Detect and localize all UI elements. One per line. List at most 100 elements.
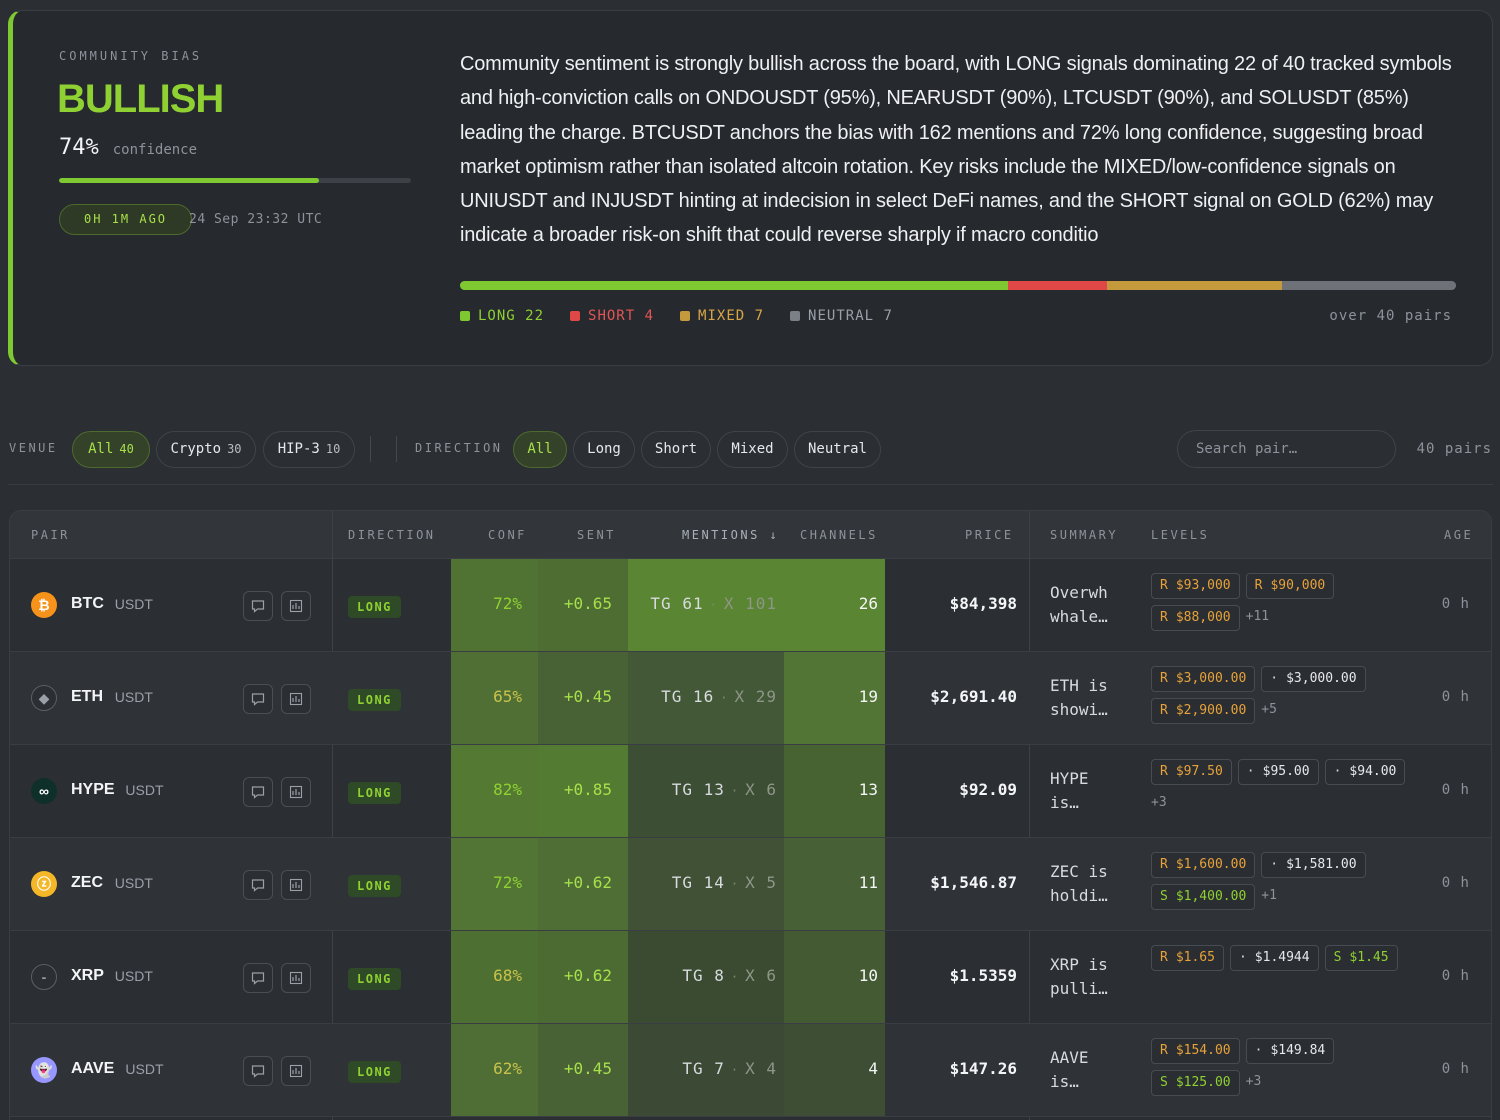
venue-chip-hip3[interactable]: HIP-3 10 [263,431,355,468]
table-header: PAIR DIRECTION CONF SENT MENTIONS ↓ CHAN… [10,511,1491,559]
legend-short: SHORT 4 [570,308,654,324]
chart-icon[interactable] [281,591,311,621]
header-mentions[interactable]: MENTIONS ↓ [682,528,780,542]
summary-line: holdi… [1050,886,1108,905]
chart-icon[interactable] [281,1056,311,1086]
summary-text[interactable]: HYPE is… [1050,767,1140,815]
chart-icon[interactable] [281,777,311,807]
chat-icon[interactable] [243,870,273,900]
direction-chip-short[interactable]: Short [641,431,711,468]
level-chip[interactable]: R $90,000 [1245,573,1335,599]
pair-symbol[interactable]: ZEC [71,874,103,891]
level-chip[interactable]: · $95.00 [1237,759,1319,785]
level-chip[interactable]: R $93,000 [1151,573,1240,599]
level-chip[interactable]: R $88,000 [1151,605,1240,631]
mentions-x: X 4 [745,1059,777,1078]
level-chip[interactable]: S $1.45 [1324,945,1398,971]
level-chip[interactable]: R $1.65 [1151,945,1224,971]
level-chip[interactable]: · $94.00 [1324,759,1406,785]
level-chip[interactable]: R $154.00 [1151,1038,1240,1064]
table-row[interactable]: ∞ HYPE USDT LONG 82% +0.85 TG 13 · X 6 13 $92.09 HY… [10,745,1491,838]
header-sent[interactable]: SENT [577,528,616,542]
channels-heat-cell [784,559,885,651]
header-price[interactable]: PRICE [965,528,1014,542]
summary-text[interactable]: ZEC is holdi… [1050,860,1140,908]
header-conf[interactable]: CONF [488,528,527,542]
pair-symbol[interactable]: XRP [71,967,104,984]
level-chip[interactable]: · $3,000.00 [1261,666,1366,692]
pair-symbol[interactable]: ETH [71,688,103,705]
channels-value: 11 [858,873,878,892]
level-chip[interactable]: R $1,600.00 [1151,852,1256,878]
level-value: $95.00 [1262,764,1310,779]
chat-icon[interactable] [243,963,273,993]
venue-chip-crypto[interactable]: Crypto 30 [156,431,256,468]
mentions-value: TG 61 · X 101 [650,594,777,613]
table-row[interactable]: ₿ BTC USDT LONG 72% +0.65 TG 61 · X 101 26 $84,398… [10,559,1491,652]
legend-short-swatch [570,311,581,321]
summary-text[interactable]: AAVE is… [1050,1046,1140,1094]
chat-icon[interactable] [243,684,273,714]
chart-icon[interactable] [281,963,311,993]
table-row[interactable]: ◆ ETH USDT LONG 65% +0.45 TG 16 · X 29 19 $2,691.4… [10,652,1491,745]
summary-line: HYPE [1050,769,1089,788]
pair-quote: USDT [114,875,153,891]
table-row[interactable]: ⓩ ZEC USDT LONG 72% +0.62 TG 14 · X 5 11 $1,546.87… [10,838,1491,931]
direction-chip-neutral[interactable]: Neutral [794,431,881,468]
sent-value: +0.45 [563,687,612,706]
level-chip[interactable]: R $3,000.00 [1151,666,1256,692]
level-chip[interactable]: S $1,400.00 [1151,884,1256,910]
levels-more[interactable]: +5 [1261,702,1277,717]
direction-chip-all[interactable]: All [513,431,567,468]
summary-text[interactable]: Overwh whale… [1050,581,1140,629]
level-chip[interactable]: S $125.00 [1151,1070,1240,1096]
pair-quote: USDT [114,596,153,612]
sent-value: +0.62 [563,966,612,985]
header-levels[interactable]: LEVELS [1151,528,1210,542]
chat-icon[interactable] [243,777,273,807]
table-row[interactable]: 👻 AAVE USDT LONG 62% +0.45 TG 7 · X 4 4 $147.26 AAV… [10,1024,1491,1117]
search-input[interactable] [1177,430,1396,468]
level-chip[interactable]: · $149.84 [1245,1038,1335,1064]
header-summary[interactable]: SUMMARY [1050,528,1119,542]
pair-symbol[interactable]: BTC [71,595,104,612]
chat-icon[interactable] [243,591,273,621]
chart-icon[interactable] [281,870,311,900]
summary-text[interactable]: ETH is showi… [1050,674,1140,722]
direction-chip-mixed[interactable]: Mixed [717,431,788,468]
venue-chip-all[interactable]: All 40 [72,431,150,468]
levels-more[interactable]: +3 [1151,795,1167,810]
table-row[interactable]: - XRP USDT LONG 68% +0.62 TG 8 · X 6 10 $1.5359 XRP… [10,931,1491,1024]
level-kind: · [1238,950,1247,965]
header-pair[interactable]: PAIR [31,528,70,542]
mentions-tg: TG 61 [650,594,704,613]
channels-value: 26 [858,594,878,613]
level-kind: S [1160,889,1168,904]
mentions-separator: · [720,691,729,705]
level-kind: R [1160,671,1168,686]
direction-badge: LONG [348,875,401,897]
pair-symbol[interactable]: AAVE [71,1060,115,1077]
header-age[interactable]: AGE [1444,528,1474,542]
level-chip[interactable]: R $97.50 [1151,759,1232,785]
chart-icon[interactable] [281,684,311,714]
direction-chip-long[interactable]: Long [573,431,635,468]
mentions-value: TG 8 · X 6 [682,966,777,985]
levels-more[interactable]: +3 [1245,1074,1262,1089]
level-value: $3,000.00 [1175,671,1247,686]
summary-line: Overwh [1050,583,1108,602]
header-direction[interactable]: DIRECTION [348,528,436,542]
levels-more[interactable]: +1 [1261,888,1277,903]
summary-text[interactable]: XRP is pulli… [1050,953,1140,1001]
mentions-tg: TG 16 [661,687,715,706]
level-kind: · [1333,764,1342,779]
levels-more[interactable]: +11 [1245,609,1270,624]
level-chip[interactable]: · $1.4944 [1229,945,1319,971]
confidence-label: confidence [112,142,198,158]
level-chip[interactable]: R $2,900.00 [1151,698,1256,724]
chat-icon[interactable] [243,1056,273,1086]
summary-line: ETH is [1050,676,1108,695]
header-channels[interactable]: CHANNELS [800,528,878,542]
level-chip[interactable]: · $1,581.00 [1261,852,1366,878]
pair-symbol[interactable]: HYPE [71,781,115,798]
